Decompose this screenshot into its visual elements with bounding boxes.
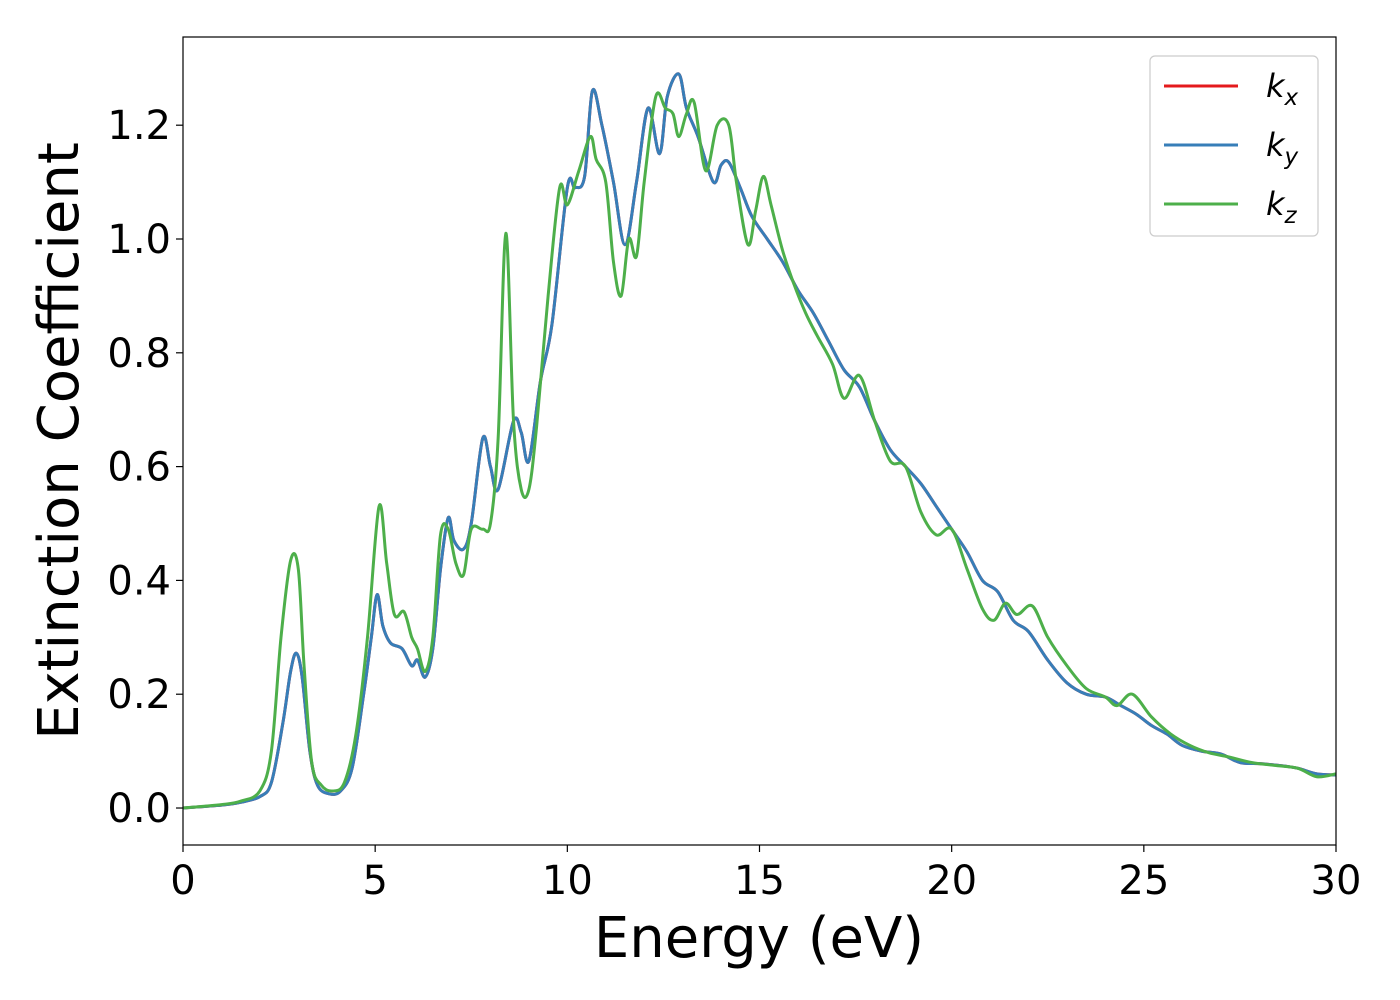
series-line-ky <box>183 72 1336 810</box>
legend-label-kz: kz <box>1266 185 1298 229</box>
x-axis-title: Energy (eV) <box>594 906 924 971</box>
x-tick-label: 15 <box>734 858 785 904</box>
legend-label-ky: ky <box>1266 126 1299 170</box>
x-tick-label: 5 <box>362 858 387 904</box>
y-tick-label: 0.6 <box>107 445 171 491</box>
x-tick-label: 30 <box>1311 858 1362 904</box>
y-axis: 0.0 0.2 0.4 0.6 0.8 1.0 1.2 <box>107 103 183 832</box>
y-tick-label: 0.2 <box>107 672 171 718</box>
series-line-kz <box>183 91 1336 810</box>
y-tick-label: 0.4 <box>107 558 171 604</box>
legend: kx ky kz <box>1149 55 1319 237</box>
x-tick-label: 10 <box>542 858 593 904</box>
x-tick-label: 0 <box>170 858 195 904</box>
legend-label-kx: kx <box>1266 67 1299 111</box>
y-tick-label: 1.0 <box>107 217 171 263</box>
x-axis: 0 5 10 15 20 25 30 <box>170 845 1361 904</box>
x-tick-label: 25 <box>1118 858 1169 904</box>
y-tick-label: 1.2 <box>107 103 171 149</box>
x-tick-label: 20 <box>926 858 977 904</box>
y-tick-label: 0.8 <box>107 331 171 377</box>
y-tick-label: 0.0 <box>107 786 171 832</box>
y-axis-title: Extinction Coefficient <box>27 142 92 740</box>
series-layer <box>183 72 1336 810</box>
